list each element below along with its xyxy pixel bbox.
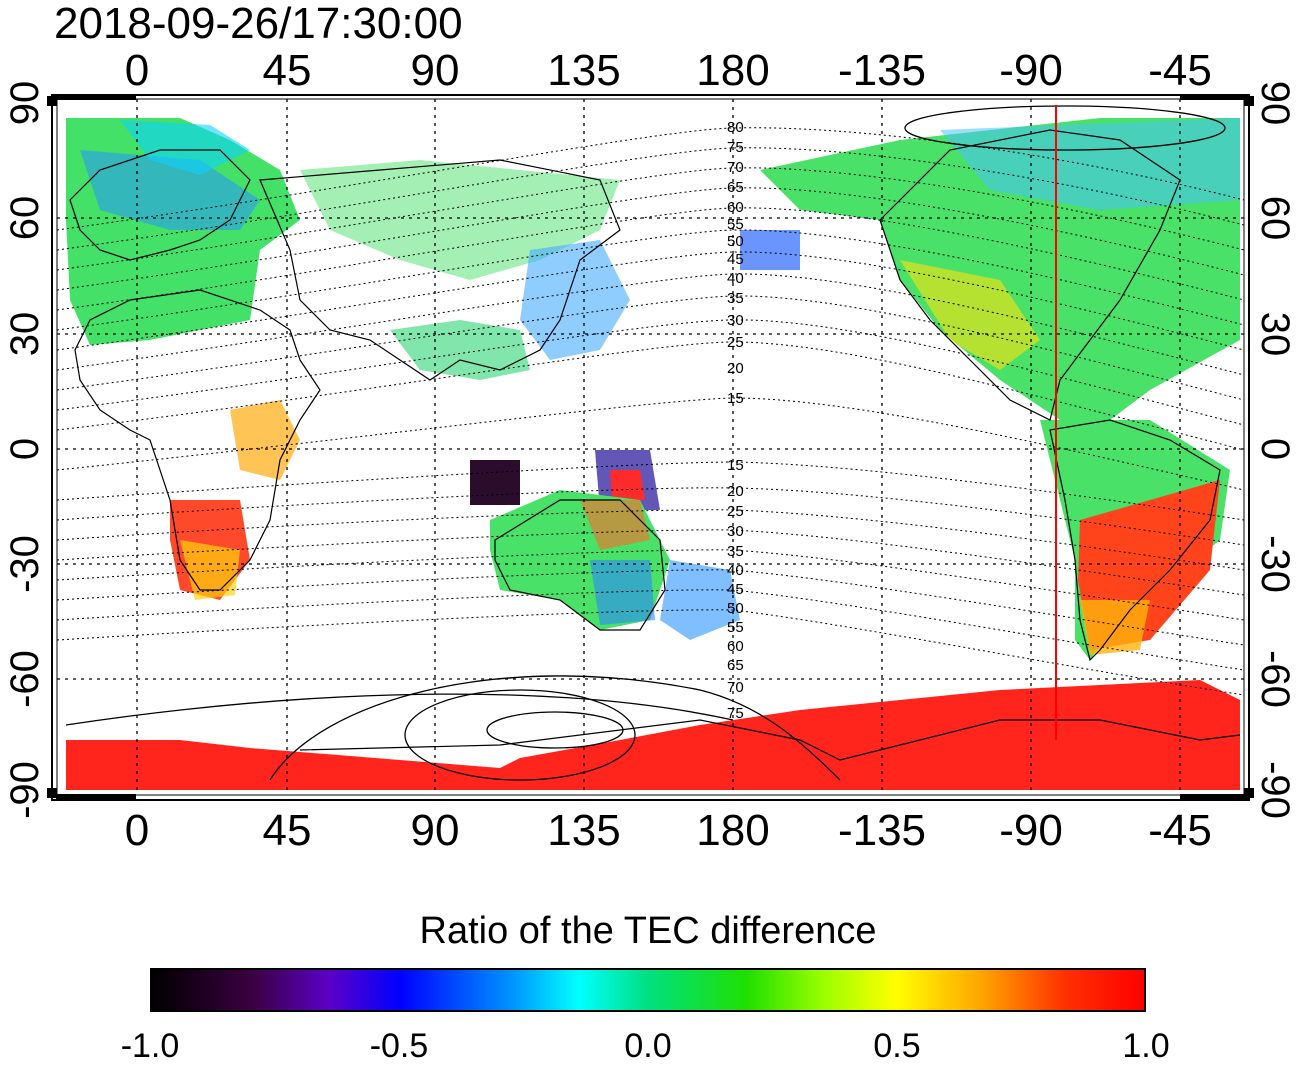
mlat-label: 25 [727,503,744,520]
bottom-lon-label: 180 [696,806,769,855]
south-mlat-labels: 15 20 25 30 35 40 45 50 55 60 65 70 75 [727,457,744,722]
bottom-lon-label: -90 [999,806,1063,855]
bottom-lon-label: 135 [547,806,620,855]
bottom-lon-label: 90 [411,806,460,855]
mlat-label: 25 [727,334,744,351]
right-lat-label: 0 [1253,438,1296,460]
mlat-label: 30 [727,523,744,540]
colorbar-tick: 0.0 [624,1027,672,1065]
timestamp-title: 2018-09-26/17:30:00 [54,0,463,48]
mlat-label: 40 [727,562,744,579]
right-lat-label: 30 [1253,312,1296,357]
left-lat-label: 30 [3,312,47,357]
bottom-longitude-labels: 0 45 90 135 180 -135 -90 -45 [125,806,1212,855]
mlat-label: 20 [727,483,744,500]
north-mlat-labels: 80 75 70 65 60 55 50 45 40 35 30 25 20 1… [727,119,744,407]
mlat-label: 75 [727,705,744,722]
tec-map: 0 45 90 135 180 -135 -90 -45 0 45 90 135… [3,46,1296,855]
top-longitude-labels: 0 45 90 135 180 -135 -90 -45 [125,46,1212,95]
mlat-label: 35 [727,543,744,560]
mlat-label: 50 [727,600,744,617]
left-lat-label: -30 [3,535,47,593]
mlat-label: 45 [727,581,744,598]
right-lat-label: -30 [1253,535,1296,593]
top-lon-label: 180 [696,46,769,95]
colorbar-tick: -0.5 [369,1027,429,1065]
mlat-label: 55 [727,216,744,233]
left-lat-label: 90 [3,81,47,126]
left-lat-label: -60 [3,650,47,708]
colorbar [150,968,1146,1012]
mlat-label: 75 [727,139,744,156]
right-lat-label: 90 [1253,81,1296,126]
mlat-label: 65 [727,657,744,674]
top-lon-label: 135 [547,46,620,95]
patch-antarctica [66,680,1240,790]
mlat-label: 70 [727,159,744,176]
top-lon-label: -45 [1148,46,1212,95]
right-lat-label: 60 [1253,196,1296,241]
mlat-label: 60 [727,199,744,216]
colorbar-title: Ratio of the TEC difference [419,910,877,952]
bottom-lon-label: 45 [263,806,312,855]
right-lat-label: -60 [1253,650,1296,708]
mlat-label: 15 [727,390,744,407]
right-latitude-labels: 90 60 30 0 -30 -60 -90 [1253,81,1296,819]
mlat-label: 50 [727,233,744,250]
coastlines [69,129,1241,761]
top-lon-label: 45 [263,46,312,95]
mlat-label: 45 [727,251,744,268]
lat-lon-grid [57,99,1244,795]
mlat-label: 40 [727,270,744,287]
colorbar-tick: -1.0 [120,1027,180,1065]
left-lat-label: -90 [3,761,47,819]
magnetic-latitude-lines [57,127,1244,696]
mlat-label: 70 [727,679,744,696]
mlat-label: 60 [727,638,744,655]
tec-patches [66,118,1240,790]
mlat-label: 65 [727,179,744,196]
bottom-lon-label: -45 [1148,806,1212,855]
left-lat-label: 0 [3,438,47,460]
mlat-label: 80 [727,119,744,136]
top-lon-label: 0 [125,46,149,95]
mlat-label: 30 [727,312,744,329]
southern-magnetic-contours [65,105,1226,781]
top-lon-label: 90 [411,46,460,95]
colorbar-tick: 0.5 [873,1027,921,1065]
bottom-lon-label: -135 [838,806,926,855]
top-lon-label: -90 [999,46,1063,95]
top-lon-label: -135 [838,46,926,95]
right-lat-label: -90 [1253,761,1296,819]
left-latitude-labels: 90 60 30 0 -30 -60 -90 [3,81,47,819]
bottom-lon-label: 0 [125,806,149,855]
frame-tick-bars [47,94,1254,800]
left-lat-label: 60 [3,196,47,241]
mlat-label: 55 [727,619,744,636]
mlat-label: 35 [727,290,744,307]
colorbar-tick: 1.0 [1122,1027,1170,1065]
mlat-label: 15 [727,457,744,474]
mlat-label: 20 [727,360,744,377]
